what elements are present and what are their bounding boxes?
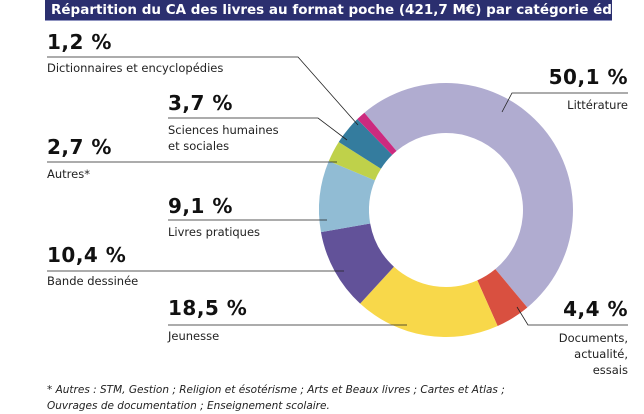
category-label-prat: Livres pratiques	[168, 225, 261, 239]
donut-slice-dictionnaires-et-encyclopédies	[357, 112, 397, 155]
leader-line-sci	[168, 117, 348, 141]
category-label-line: et sociales	[168, 139, 230, 153]
category-label-line: essais	[592, 363, 628, 377]
category-label-line: actualité,	[574, 347, 628, 361]
donut-slice-bande-dessinée	[320, 223, 394, 304]
donut-slice-documents-actualité-essais	[477, 269, 528, 327]
leader-lines	[47, 56, 628, 326]
donut-slice-jeunesse	[360, 266, 498, 337]
category-label-sci: Sciences humaines et sociales	[168, 122, 279, 154]
donut-slice-littérature	[364, 82, 574, 308]
value-label-prat: 9,1 %	[168, 194, 233, 218]
category-label-lit: Littérature	[567, 98, 628, 112]
category-label-line: Documents,	[558, 331, 628, 345]
value-label-lit: 50,1 %	[548, 65, 628, 89]
chart-title: Répartition du CA des livres au format p…	[45, 0, 644, 21]
leader-line-lit	[501, 92, 628, 113]
footnote-line: * Autres : STM, Gestion ; Religion et és…	[47, 384, 505, 396]
category-label-bd: Bande dessinée	[47, 274, 139, 288]
category-label-line: Sciences humaines	[168, 123, 279, 137]
category-label-autres: Autres*	[47, 167, 90, 181]
category-label-docs: Documents, actualité, essais	[559, 330, 628, 378]
leader-line-docs	[516, 306, 628, 326]
value-label-bd: 10,4 %	[47, 243, 127, 267]
donut-slice-autres	[328, 141, 381, 181]
footnote-line: Ouvrages de documentation ; Enseignement…	[47, 400, 330, 412]
value-label-dict: 1,2 %	[47, 30, 112, 54]
value-label-docs: 4,4 %	[563, 297, 628, 321]
category-label-dict: Dictionnaires et encyclopédies	[47, 61, 224, 75]
leader-line-dict	[47, 56, 359, 126]
donut-slice-sciences-humaines-et-sociales	[338, 119, 393, 169]
value-label-autres: 2,7 %	[47, 135, 112, 159]
value-label-sci: 3,7 %	[168, 91, 233, 115]
footnote: * Autres : STM, Gestion ; Religion et és…	[47, 382, 505, 414]
value-label-jeun: 18,5 %	[168, 296, 248, 320]
donut-slice-livres-pratiques	[319, 161, 375, 233]
category-label-jeun: Jeunesse	[168, 329, 220, 343]
